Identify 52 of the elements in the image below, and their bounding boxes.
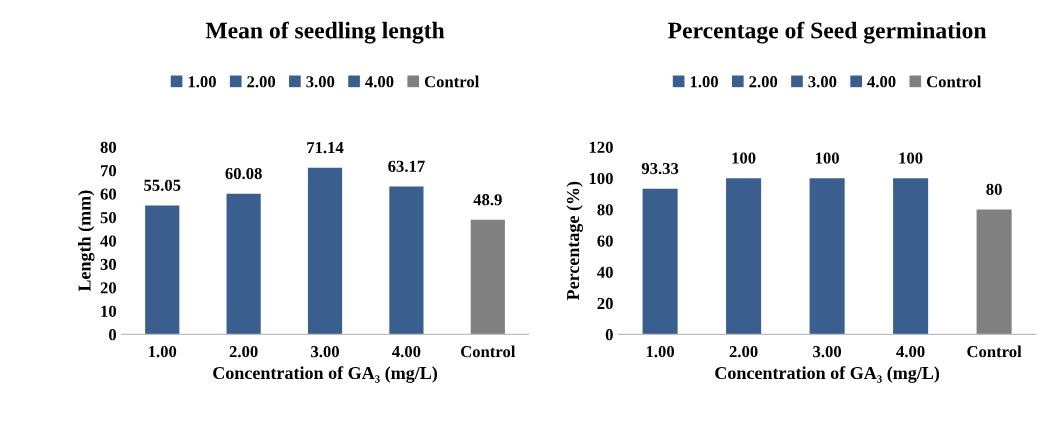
legend-label: 1.00	[690, 76, 718, 88]
y-tick-label: 80	[100, 141, 117, 153]
legend-label: 3.00	[306, 76, 335, 88]
data-label: 71.14	[307, 142, 344, 154]
x-tick-label: 1.00	[646, 346, 675, 358]
x-tick-label: 1.00	[149, 346, 177, 358]
legend-label: 4.00	[365, 76, 394, 88]
data-label: 55.05	[144, 179, 181, 191]
y-tick-label: 50	[100, 211, 117, 224]
y-tick-label: 120	[589, 141, 613, 153]
y-tick-label: 70	[100, 165, 117, 177]
y-tick-label: 20	[597, 297, 613, 310]
y-tick-label: 60	[597, 235, 613, 247]
y-axis-title: Percentage (%)	[566, 181, 583, 301]
data-label: 100	[732, 152, 756, 164]
x-tick-label: 3.00	[311, 346, 339, 358]
chart-title: Mean of seedling length	[205, 21, 445, 44]
data-label: 63.17	[388, 160, 425, 172]
y-axis-title: Length (mm)	[77, 190, 95, 292]
y-tick-label: 60	[100, 188, 117, 200]
y-tick-label: 100	[589, 172, 613, 185]
data-label: 93.33	[641, 162, 679, 175]
x-tick-label: 2.00	[229, 346, 258, 358]
data-label: 100	[815, 152, 839, 164]
legend-label: Control	[424, 75, 480, 88]
y-tick-label: 0	[109, 329, 117, 341]
data-label: 60.08	[225, 167, 262, 180]
y-tick-label: 0	[605, 329, 613, 341]
x-axis-title: Concentration of GA₃ (mg/L)	[213, 366, 438, 383]
x-tick-label: Control	[460, 345, 516, 358]
legend-label: 2.00	[749, 76, 778, 88]
x-tick-label: 2.00	[729, 346, 758, 358]
x-tick-label: 4.00	[392, 346, 421, 358]
y-tick-label: 10	[101, 305, 117, 317]
legend-label: 4.00	[867, 76, 896, 88]
legend-label: 1.00	[188, 76, 216, 88]
legend-label: 3.00	[808, 76, 837, 88]
legend-label: Control	[926, 75, 982, 88]
x-tick-label: 4.00	[896, 346, 925, 358]
x-axis-title: Concentration of GA₃ (mg/L)	[715, 366, 940, 383]
y-tick-label: 30	[100, 258, 117, 271]
data-label: 80	[986, 183, 1002, 195]
chart-title: Percentage of Seed germination	[668, 21, 987, 44]
x-tick-label: 3.00	[813, 346, 842, 358]
y-tick-label: 80	[597, 204, 613, 216]
y-tick-label: 40	[100, 235, 117, 247]
y-tick-label: 40	[597, 266, 613, 278]
data-label: 48.9	[473, 194, 502, 206]
x-tick-label: Control	[967, 345, 1022, 358]
data-label: 100	[899, 152, 923, 164]
legend-label: 2.00	[247, 76, 276, 88]
y-tick-label: 20	[100, 282, 117, 294]
